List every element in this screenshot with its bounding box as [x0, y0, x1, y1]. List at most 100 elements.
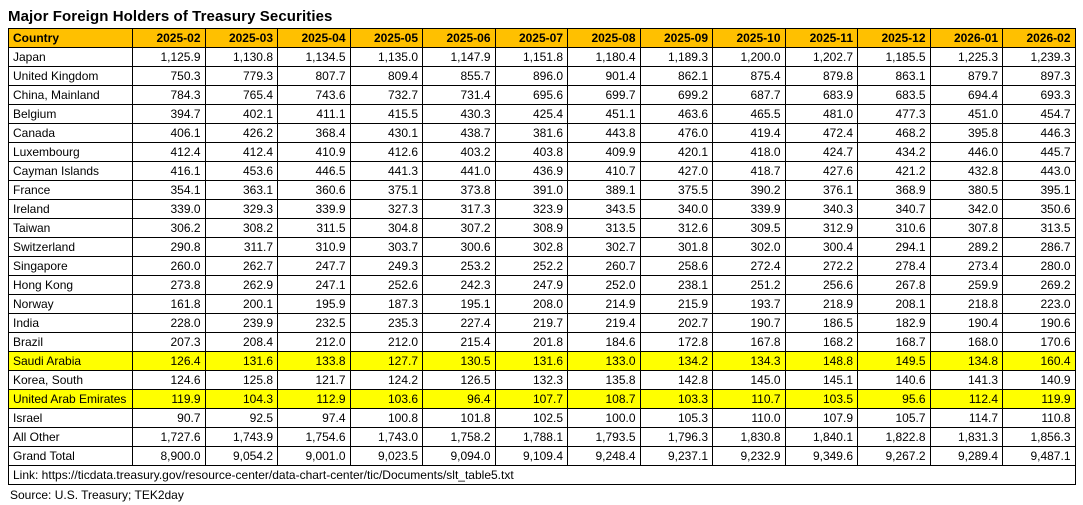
- value-cell: 683.9: [784, 85, 858, 105]
- value-cell: 267.8: [857, 275, 931, 295]
- value-cell: 239.9: [204, 313, 278, 333]
- value-cell: 1,754.6: [277, 427, 351, 447]
- value-cell: 170.6: [1002, 332, 1076, 352]
- value-cell: 247.7: [277, 256, 351, 276]
- value-cell: 743.6: [277, 85, 351, 105]
- source-link-text[interactable]: Link: https://ticdata.treasury.gov/resou…: [8, 465, 1076, 485]
- value-cell: 133.0: [567, 351, 641, 371]
- value-cell: 273.4: [929, 256, 1003, 276]
- value-cell: 1,135.0: [349, 47, 423, 67]
- value-cell: 232.5: [277, 313, 351, 333]
- value-cell: 750.3: [132, 66, 206, 86]
- value-cell: 391.0: [494, 180, 568, 200]
- value-cell: 280.0: [1002, 256, 1076, 276]
- value-cell: 252.0: [567, 275, 641, 295]
- value-cell: 465.5: [712, 104, 786, 124]
- value-cell: 317.3: [422, 199, 496, 219]
- value-cell: 256.6: [784, 275, 858, 295]
- value-cell: 323.9: [494, 199, 568, 219]
- country-cell: Hong Kong: [8, 275, 133, 295]
- value-cell: 9,267.2: [857, 446, 931, 466]
- country-cell: Singapore: [8, 256, 133, 276]
- value-cell: 9,349.6: [784, 446, 858, 466]
- value-cell: 339.9: [277, 199, 351, 219]
- value-cell: 1,151.8: [494, 47, 568, 67]
- value-cell: 182.9: [857, 313, 931, 333]
- value-cell: 102.5: [494, 408, 568, 428]
- value-cell: 90.7: [132, 408, 206, 428]
- value-cell: 251.2: [712, 275, 786, 295]
- value-cell: 207.3: [132, 332, 206, 352]
- value-cell: 427.0: [639, 161, 713, 181]
- value-cell: 1,125.9: [132, 47, 206, 67]
- value-cell: 418.0: [712, 142, 786, 162]
- value-cell: 148.8: [784, 351, 858, 371]
- value-cell: 312.9: [784, 218, 858, 238]
- value-cell: 272.2: [784, 256, 858, 276]
- value-cell: 253.2: [422, 256, 496, 276]
- value-cell: 142.8: [639, 370, 713, 390]
- table-row: Norway 161.8 200.1 195.9 187.3 195.1 208.0 214.…: [8, 294, 1076, 314]
- value-cell: 107.9: [784, 408, 858, 428]
- value-cell: 172.8: [639, 332, 713, 352]
- table-row: Grand Total 8,900.0 9,054.2 9,001.0 9,023.5 9…: [8, 446, 1076, 466]
- table-row: Korea, South 124.6 125.8 121.7 124.2 126.5 132…: [8, 370, 1076, 390]
- value-cell: 133.8: [277, 351, 351, 371]
- value-cell: 215.4: [422, 332, 496, 352]
- value-cell: 97.4: [277, 408, 351, 428]
- value-cell: 477.3: [857, 104, 931, 124]
- value-cell: 1,134.5: [277, 47, 351, 67]
- value-cell: 227.4: [422, 313, 496, 333]
- value-cell: 368.9: [857, 180, 931, 200]
- value-cell: 127.7: [349, 351, 423, 371]
- country-cell: Luxembourg: [8, 142, 133, 162]
- value-cell: 402.1: [204, 104, 278, 124]
- value-cell: 101.8: [422, 408, 496, 428]
- country-cell: France: [8, 180, 133, 200]
- value-cell: 190.4: [929, 313, 1003, 333]
- value-cell: 125.8: [204, 370, 278, 390]
- table-header: Country 2025-02 2025-03 2025-04 2025-05 2025-…: [8, 28, 1076, 48]
- value-cell: 394.7: [132, 104, 206, 124]
- value-cell: 373.8: [422, 180, 496, 200]
- value-cell: 9,094.0: [422, 446, 496, 466]
- value-cell: 699.7: [567, 85, 641, 105]
- column-header-month: 2025-04: [277, 28, 351, 48]
- table-row: Saudi Arabia 126.4 131.6 133.8 127.7 130.5 131…: [8, 351, 1076, 371]
- value-cell: 809.4: [349, 66, 423, 86]
- value-cell: 247.9: [494, 275, 568, 295]
- country-cell: Japan: [8, 47, 133, 67]
- table-row: India 228.0 239.9 232.5 235.3 227.4 219.7 219.4…: [8, 313, 1076, 333]
- value-cell: 312.6: [639, 218, 713, 238]
- value-cell: 421.2: [857, 161, 931, 181]
- value-cell: 342.0: [929, 199, 1003, 219]
- value-cell: 1,189.3: [639, 47, 713, 67]
- value-cell: 311.5: [277, 218, 351, 238]
- value-cell: 195.1: [422, 294, 496, 314]
- value-cell: 262.9: [204, 275, 278, 295]
- value-cell: 430.1: [349, 123, 423, 143]
- page-title: Major Foreign Holders of Treasury Securi…: [8, 8, 333, 25]
- value-cell: 468.2: [857, 123, 931, 143]
- value-cell: 879.7: [929, 66, 1003, 86]
- value-cell: 219.4: [567, 313, 641, 333]
- value-cell: 114.7: [929, 408, 1003, 428]
- value-cell: 190.7: [712, 313, 786, 333]
- country-cell: United Arab Emirates: [8, 389, 133, 409]
- value-cell: 419.4: [712, 123, 786, 143]
- value-cell: 412.4: [132, 142, 206, 162]
- table-row: All Other 1,727.6 1,743.9 1,754.6 1,743.0 1,7…: [8, 427, 1076, 447]
- value-cell: 360.6: [277, 180, 351, 200]
- table-row: Brazil 207.3 208.4 212.0 212.0 215.4 201.8 184.…: [8, 332, 1076, 352]
- value-cell: 403.8: [494, 142, 568, 162]
- table-row: Cayman Islands 416.1 453.6 446.5 441.3 441.0 4…: [8, 161, 1076, 181]
- value-cell: 273.8: [132, 275, 206, 295]
- value-cell: 108.7: [567, 389, 641, 409]
- value-cell: 309.5: [712, 218, 786, 238]
- value-cell: 247.1: [277, 275, 351, 295]
- column-header-country: Country: [8, 28, 133, 48]
- column-header-month: 2025-07: [494, 28, 568, 48]
- value-cell: 311.7: [204, 237, 278, 257]
- value-cell: 302.8: [494, 237, 568, 257]
